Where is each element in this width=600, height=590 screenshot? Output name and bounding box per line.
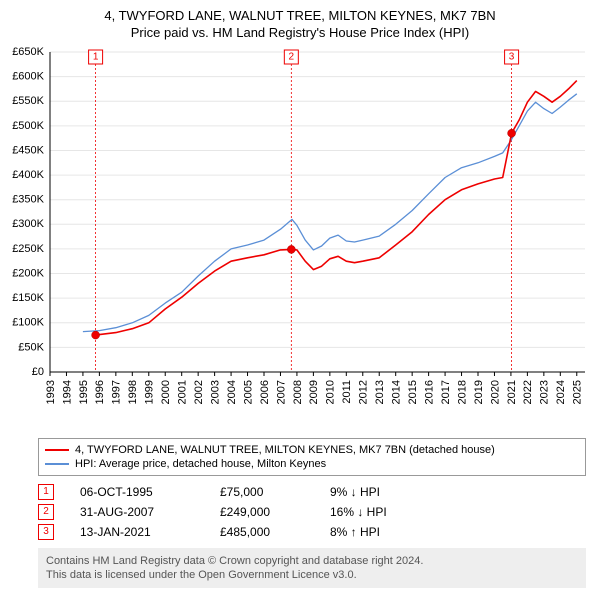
footer-line1: Contains HM Land Registry data © Crown c…	[46, 554, 578, 568]
svg-text:2006: 2006	[259, 380, 271, 404]
svg-text:£650K: £650K	[12, 46, 44, 58]
svg-text:2010: 2010	[325, 380, 337, 404]
svg-text:2020: 2020	[489, 380, 501, 404]
svg-text:2005: 2005	[242, 380, 254, 404]
sales-row: 3 13-JAN-2021£485,0008% ↑ HPI	[38, 522, 586, 542]
footer-line2: This data is licensed under the Open Gov…	[46, 568, 578, 582]
svg-text:2011: 2011	[341, 380, 353, 404]
svg-text:£500K: £500K	[12, 120, 44, 132]
svg-text:2002: 2002	[193, 380, 205, 404]
legend-item: 4, TWYFORD LANE, WALNUT TREE, MILTON KEY…	[45, 443, 579, 457]
svg-text:1994: 1994	[61, 380, 73, 404]
svg-text:1: 1	[93, 51, 99, 62]
svg-text:1993: 1993	[45, 380, 57, 404]
legend-swatch	[45, 463, 69, 465]
svg-text:£100K: £100K	[12, 316, 44, 328]
svg-text:2000: 2000	[160, 380, 172, 404]
legend-swatch	[45, 449, 69, 451]
svg-text:2015: 2015	[407, 380, 419, 404]
svg-text:2012: 2012	[358, 380, 370, 404]
svg-text:2013: 2013	[374, 380, 386, 404]
sales-row: 2 31-AUG-2007£249,00016% ↓ HPI	[38, 502, 586, 522]
svg-text:2024: 2024	[555, 380, 567, 404]
svg-text:£550K: £550K	[12, 95, 44, 107]
svg-text:£350K: £350K	[12, 193, 44, 205]
svg-text:2023: 2023	[539, 380, 551, 404]
sale-date: 31-AUG-2007	[80, 505, 220, 519]
svg-text:£450K: £450K	[12, 144, 44, 156]
legend-item: HPI: Average price, detached house, Milt…	[45, 457, 579, 471]
sale-hpi-diff: 9% ↓ HPI	[330, 485, 450, 499]
svg-text:2018: 2018	[456, 380, 468, 404]
svg-text:2016: 2016	[423, 380, 435, 404]
sale-price: £75,000	[220, 485, 330, 499]
sale-price: £249,000	[220, 505, 330, 519]
legend-label: HPI: Average price, detached house, Milt…	[75, 458, 326, 470]
svg-text:2004: 2004	[226, 380, 238, 404]
svg-text:1998: 1998	[127, 380, 139, 404]
sale-marker-icon: 2	[38, 504, 54, 520]
page: 4, TWYFORD LANE, WALNUT TREE, MILTON KEY…	[0, 0, 600, 588]
sale-date: 06-OCT-1995	[80, 485, 220, 499]
svg-text:£300K: £300K	[12, 218, 44, 230]
svg-text:£600K: £600K	[12, 70, 44, 82]
svg-text:£250K: £250K	[12, 243, 44, 255]
svg-text:1997: 1997	[111, 380, 123, 404]
svg-text:2001: 2001	[177, 380, 189, 404]
svg-text:2022: 2022	[522, 380, 534, 404]
svg-text:1995: 1995	[78, 380, 90, 404]
legend-label: 4, TWYFORD LANE, WALNUT TREE, MILTON KEY…	[75, 444, 495, 456]
sales-row: 1 06-OCT-1995£75,0009% ↓ HPI	[38, 482, 586, 502]
svg-text:3: 3	[509, 51, 515, 62]
svg-text:2008: 2008	[292, 380, 304, 404]
svg-text:2017: 2017	[440, 380, 452, 404]
svg-text:2014: 2014	[391, 380, 403, 404]
chart-title-line2: Price paid vs. HM Land Registry's House …	[0, 25, 600, 42]
sale-marker-icon: 1	[38, 484, 54, 500]
sale-price: £485,000	[220, 525, 330, 539]
svg-text:1999: 1999	[144, 380, 156, 404]
sales-table: 1 06-OCT-1995£75,0009% ↓ HPI 2 31-AUG-2007£…	[38, 482, 586, 542]
chart-area: £0 £50K £100K £150K £200K £250K £300K £350K £400…	[0, 42, 600, 432]
svg-text:2009: 2009	[308, 380, 320, 404]
svg-text:2007: 2007	[275, 380, 287, 404]
price-chart: £0 £50K £100K £150K £200K £250K £300K £350K £400…	[0, 42, 600, 432]
svg-text:£150K: £150K	[12, 292, 44, 304]
svg-text:1996: 1996	[94, 380, 106, 404]
chart-title-block: 4, TWYFORD LANE, WALNUT TREE, MILTON KEY…	[0, 0, 600, 42]
svg-text:2019: 2019	[473, 380, 485, 404]
sale-date: 13-JAN-2021	[80, 525, 220, 539]
sale-hpi-diff: 8% ↑ HPI	[330, 525, 450, 539]
svg-text:£400K: £400K	[12, 169, 44, 181]
chart-title-line1: 4, TWYFORD LANE, WALNUT TREE, MILTON KEY…	[0, 8, 600, 25]
svg-text:£200K: £200K	[12, 267, 44, 279]
sale-hpi-diff: 16% ↓ HPI	[330, 505, 450, 519]
legend: 4, TWYFORD LANE, WALNUT TREE, MILTON KEY…	[38, 438, 586, 476]
svg-text:2: 2	[289, 51, 295, 62]
footer-attribution: Contains HM Land Registry data © Crown c…	[38, 548, 586, 589]
svg-text:2025: 2025	[572, 380, 584, 404]
svg-text:£0: £0	[32, 366, 44, 378]
svg-text:2021: 2021	[506, 380, 518, 404]
sale-marker-icon: 3	[38, 524, 54, 540]
svg-text:2003: 2003	[209, 380, 221, 404]
svg-text:£50K: £50K	[18, 341, 44, 353]
